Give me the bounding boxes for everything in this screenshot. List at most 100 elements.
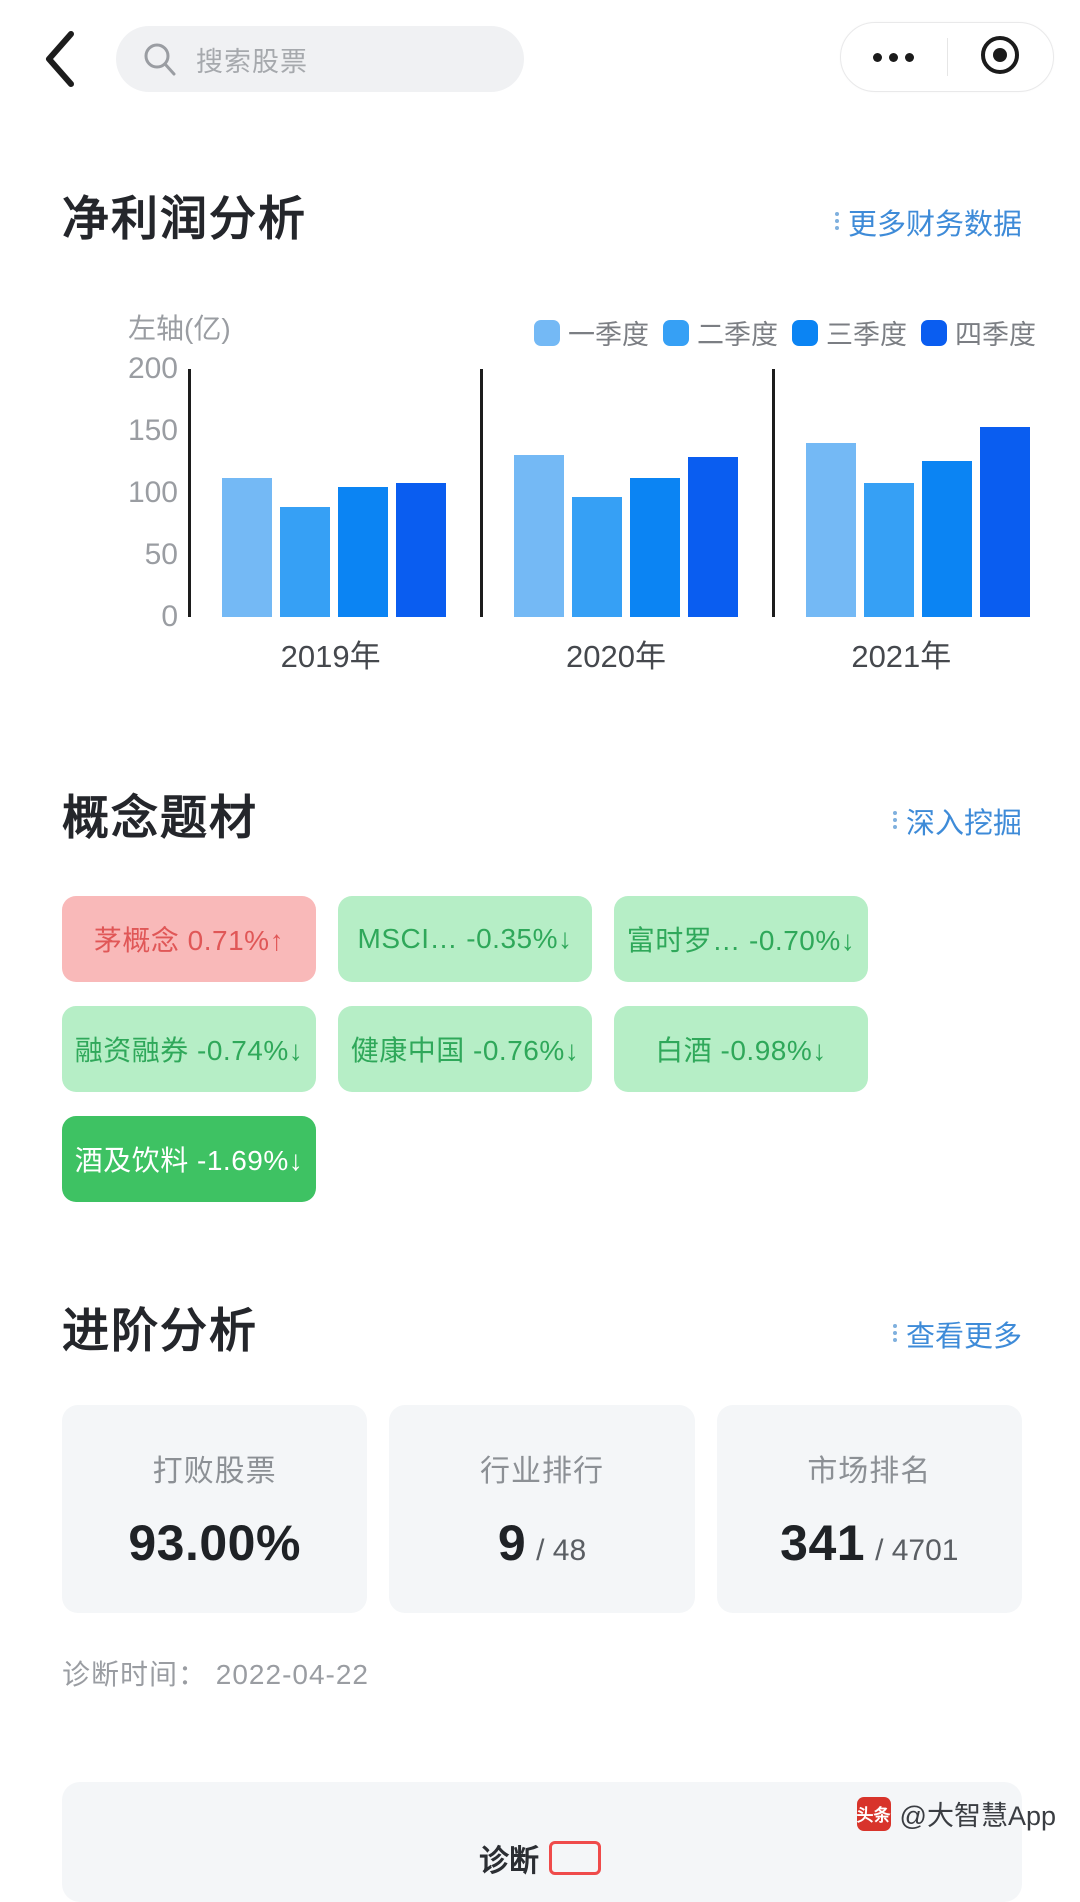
watermark: 头条 @大智慧App bbox=[856, 1794, 1056, 1833]
concept-section-header: 概念题材 深入挖掘 bbox=[0, 779, 1080, 848]
concept-tag-1[interactable]: 茅概念 0.71%↑ bbox=[62, 896, 316, 982]
close-miniprogram-button[interactable] bbox=[948, 23, 1054, 91]
legend-swatch-icon bbox=[663, 319, 689, 346]
concept-tag-6[interactable]: 白酒 -0.98%↓ bbox=[614, 1006, 868, 1092]
stat-card-value: 341 / 4701 bbox=[780, 1514, 958, 1572]
deep-dig-label: 深入挖掘 bbox=[905, 808, 1022, 840]
app-header: 搜索股票 bbox=[0, 0, 1080, 118]
legend-item-1: 一季度 bbox=[534, 313, 649, 352]
stat-card-label: 行业排行 bbox=[479, 1455, 604, 1488]
bottom-partial-pill[interactable]: 诊断 bbox=[479, 1836, 601, 1880]
stat-card-3[interactable]: 市场排名 341 / 4701 bbox=[716, 1405, 1022, 1613]
advanced-section-title: 进阶分析 bbox=[62, 1304, 258, 1357]
stat-card-value: 9 / 48 bbox=[498, 1514, 586, 1572]
chart-legend: 一季度 二季度 三季度 四季度 bbox=[534, 313, 1036, 352]
concept-tag-list: 茅概念 0.71%↑ MSCI… -0.35%↓ 富时罗… -0.70%↓ 融资融券 … bbox=[0, 896, 1080, 1202]
y-tick-label: 50 bbox=[144, 538, 178, 571]
y-tick-label: 200 bbox=[127, 352, 178, 385]
legend-item-3: 三季度 bbox=[792, 313, 907, 352]
bar-2020年-四季度 bbox=[688, 457, 738, 617]
stat-card-2[interactable]: 行业排行 9 / 48 bbox=[389, 1405, 695, 1613]
back-button[interactable] bbox=[24, 23, 96, 95]
axis-tick-line bbox=[188, 369, 191, 617]
bar-group-2020年 bbox=[480, 369, 772, 617]
stat-card-value: 93.00% bbox=[128, 1514, 301, 1572]
bar-2019年-一季度 bbox=[222, 478, 272, 617]
y-tick-label: 100 bbox=[127, 476, 178, 509]
chart-plot-area bbox=[188, 369, 1044, 617]
concept-tag-7[interactable]: 酒及饮料 -1.69%↓ bbox=[62, 1116, 316, 1202]
legend-label: 二季度 bbox=[697, 320, 778, 350]
chart-x-axis: 2019年 2020年 2021年 bbox=[188, 631, 1044, 676]
axis-tick-line bbox=[772, 369, 775, 617]
target-circle-icon bbox=[978, 33, 1022, 82]
stat-card-1[interactable]: 打败股票 93.00% bbox=[62, 1405, 368, 1613]
bar-2020年-一季度 bbox=[514, 454, 564, 617]
legend-label: 三季度 bbox=[826, 320, 907, 350]
search-input[interactable]: 搜索股票 bbox=[116, 26, 524, 92]
bar-2020年-三季度 bbox=[630, 478, 680, 617]
bar-2021年-四季度 bbox=[980, 427, 1030, 617]
chevron-left-icon bbox=[43, 30, 77, 88]
profit-section-header: 净利润分析 更多财务数据 bbox=[0, 180, 1080, 249]
bar-group-2019年 bbox=[188, 369, 480, 617]
more-dots-icon bbox=[873, 52, 915, 62]
y-tick-label: 0 bbox=[161, 600, 178, 633]
bottom-partial-label: 诊断 bbox=[479, 1845, 539, 1878]
stat-card-sub-value: / 48 bbox=[536, 1534, 587, 1567]
bar-2019年-三季度 bbox=[338, 486, 388, 617]
dots-decoration-icon bbox=[834, 212, 839, 232]
bar-2019年-二季度 bbox=[280, 506, 330, 617]
axis-tick-line bbox=[480, 369, 483, 617]
legend-item-2: 二季度 bbox=[663, 313, 778, 352]
stat-card-list: 打败股票 93.00% 行业排行 9 / 48 市场排名 341 / 4701 bbox=[0, 1405, 1080, 1613]
concept-section-title: 概念题材 bbox=[62, 791, 258, 844]
bar-2021年-一季度 bbox=[806, 443, 856, 617]
stat-card-main-value: 93.00% bbox=[128, 1515, 301, 1571]
watermark-text: @大智慧App bbox=[899, 1801, 1056, 1831]
legend-item-4: 四季度 bbox=[921, 313, 1036, 352]
stat-card-main-value: 341 bbox=[780, 1515, 866, 1571]
wechat-capsule bbox=[840, 22, 1054, 92]
bar-2020年-二季度 bbox=[572, 496, 622, 617]
legend-label: 一季度 bbox=[568, 320, 649, 350]
bottom-partial-box-icon bbox=[549, 1841, 601, 1875]
stat-card-main-value: 9 bbox=[497, 1515, 527, 1571]
chart-y-axis: 0 50 100 150 200 bbox=[108, 352, 178, 633]
page-title: 净利润分析 bbox=[62, 192, 307, 245]
bar-2019年-四季度 bbox=[396, 483, 446, 617]
y-tick-label: 150 bbox=[127, 414, 178, 447]
more-financial-data-label: 更多财务数据 bbox=[847, 209, 1022, 241]
more-menu-button[interactable] bbox=[841, 23, 947, 91]
dots-decoration-icon bbox=[892, 811, 897, 831]
concept-tag-4[interactable]: 融资融券 -0.74%↓ bbox=[62, 1006, 316, 1092]
x-tick-label: 2020年 bbox=[566, 639, 666, 674]
net-profit-chart: 左轴(亿) 一季度 二季度 三季度 四季度 0 50 100 150 200 2019年 202… bbox=[0, 307, 1080, 707]
stat-card-sub-value: / 4701 bbox=[875, 1534, 959, 1567]
x-tick-label: 2019年 bbox=[280, 639, 381, 674]
legend-swatch-icon bbox=[534, 319, 560, 346]
concept-tag-2[interactable]: MSCI… -0.35%↓ bbox=[338, 896, 592, 982]
toutiao-logo-icon: 头条 bbox=[856, 1796, 891, 1831]
concept-tag-3[interactable]: 富时罗… -0.70%↓ bbox=[614, 896, 868, 982]
chart-axis-unit: 左轴(亿) bbox=[128, 313, 231, 344]
legend-swatch-icon bbox=[792, 319, 818, 346]
search-icon bbox=[142, 41, 178, 77]
concept-tag-5[interactable]: 健康中国 -0.76%↓ bbox=[338, 1006, 592, 1092]
legend-label: 四季度 bbox=[955, 320, 1036, 350]
deep-dig-link[interactable]: 深入挖掘 bbox=[892, 800, 1022, 848]
x-tick-label: 2021年 bbox=[851, 639, 952, 674]
view-more-label: 查看更多 bbox=[905, 1321, 1022, 1353]
more-financial-data-link[interactable]: 更多财务数据 bbox=[834, 201, 1022, 249]
search-placeholder: 搜索股票 bbox=[196, 46, 308, 77]
bar-2021年-二季度 bbox=[864, 483, 914, 617]
diagnosis-time: 诊断时间： 2022-04-22 bbox=[62, 1659, 370, 1690]
stat-card-label: 市场排名 bbox=[807, 1455, 932, 1488]
dots-decoration-icon bbox=[892, 1324, 897, 1344]
bar-2021年-三季度 bbox=[922, 460, 972, 617]
advanced-section-header: 进阶分析 查看更多 bbox=[0, 1292, 1080, 1361]
capsule-divider bbox=[946, 38, 948, 76]
legend-swatch-icon bbox=[921, 319, 947, 346]
bar-group-2021年 bbox=[772, 369, 1064, 617]
view-more-link[interactable]: 查看更多 bbox=[892, 1313, 1022, 1361]
